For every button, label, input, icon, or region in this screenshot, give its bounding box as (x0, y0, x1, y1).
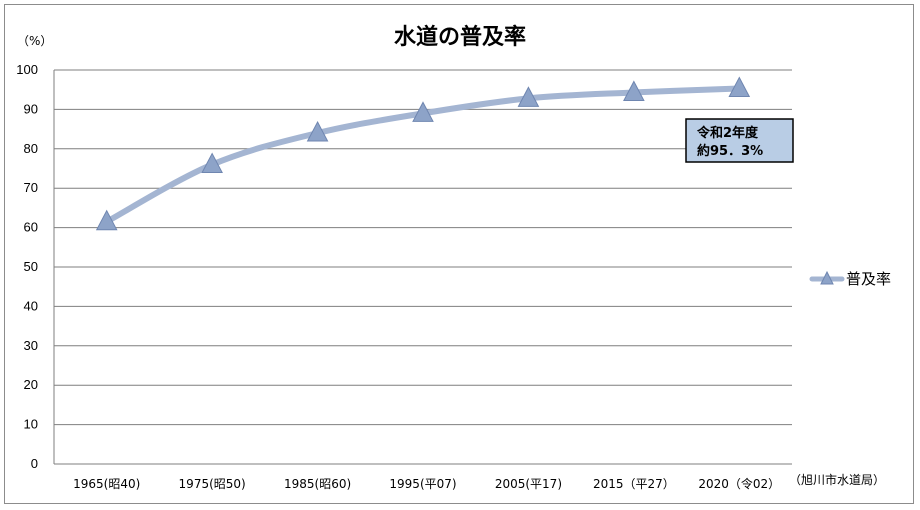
data-point-marker (306, 120, 329, 142)
x-tick-label: 2020（令02） (698, 476, 780, 491)
gridlines (53, 69, 792, 465)
x-tick-label: 1985(昭60) (284, 477, 351, 491)
data-point-marker (623, 80, 645, 101)
data-point-marker (412, 101, 434, 122)
y-tick-label: 70 (24, 180, 38, 195)
x-tick-label: 1995(平07) (389, 477, 456, 491)
chart-frame (4, 4, 914, 504)
series-line (95, 76, 751, 231)
x-tick-label: 1975(昭50) (179, 477, 246, 491)
y-tick-label: 30 (24, 338, 38, 353)
y-tick-label: 80 (24, 141, 38, 156)
x-tick-label: 2005(平17) (495, 477, 562, 491)
annotation-background (685, 118, 794, 163)
legend: 普及率 (809, 270, 891, 288)
data-point-marker (728, 76, 751, 98)
y-tick-label: 20 (24, 377, 38, 392)
legend-marker-swatch (820, 270, 834, 285)
x-tick-label: 2015（平27） (593, 477, 675, 491)
x-axis-ticks: 1965(昭40) 1975(昭50) 1985(昭60) 1995(平07) 2005… (73, 476, 780, 491)
chart-title: 水道の普及率 (394, 24, 526, 50)
annotation-box: 令和2年度 約95．3% (685, 118, 794, 163)
x-tick-label: 1965(昭40) (73, 477, 140, 491)
source-note: （旭川市水道局） (789, 472, 885, 487)
data-point-marker (201, 152, 223, 174)
annotation-line-2: 約95．3% (697, 143, 763, 159)
y-tick-label: 10 (24, 417, 38, 432)
y-tick-label: 50 (24, 259, 38, 274)
legend-label: 普及率 (846, 270, 891, 288)
data-point-marker (517, 86, 540, 107)
y-tick-label: 60 (24, 220, 38, 235)
y-axis-unit: （%） (17, 34, 52, 48)
y-axis-ticks: 0 10 20 30 40 50 60 70 80 90 100 (16, 62, 38, 471)
data-point-marker (95, 209, 118, 231)
y-tick-label: 0 (31, 456, 38, 471)
y-tick-label: 100 (16, 62, 38, 77)
annotation-line-1: 令和2年度 (697, 125, 759, 141)
y-tick-label: 40 (24, 298, 38, 313)
y-tick-label: 90 (24, 101, 38, 116)
